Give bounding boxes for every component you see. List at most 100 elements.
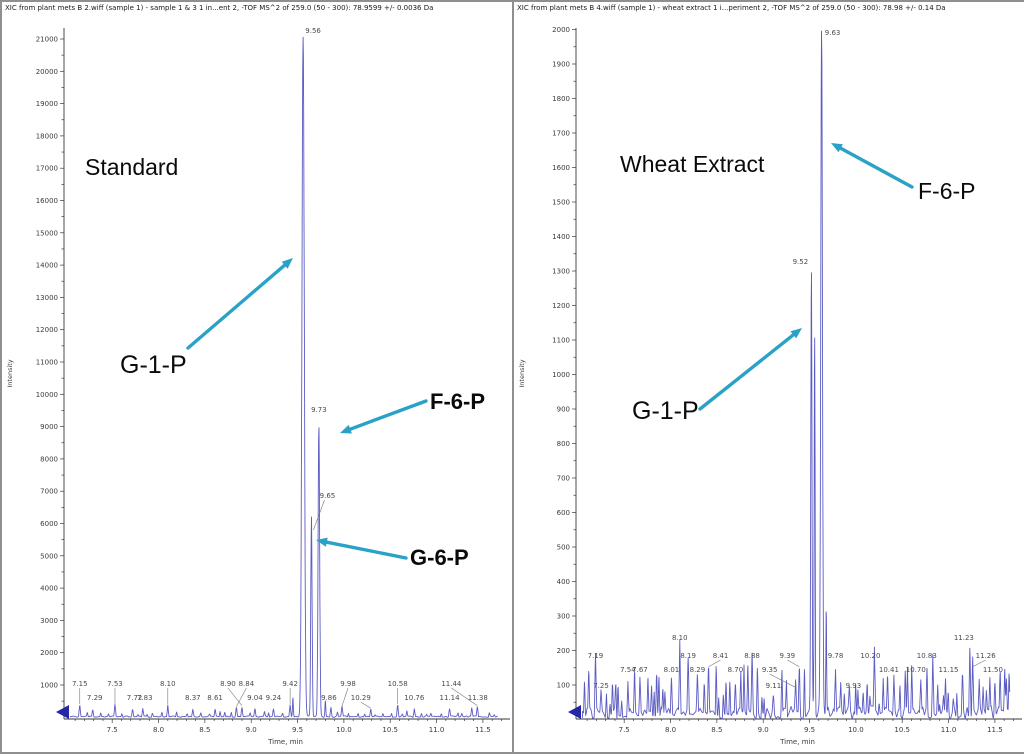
peak-retention-time-label: 7.15 — [72, 680, 88, 688]
major-peak-retention-time-label: 9.73 — [311, 406, 327, 414]
peak-retention-time-label: 10.20 — [860, 652, 880, 660]
peak-retention-time-label: 9.35 — [762, 666, 778, 674]
peak-retention-time-label: 9.98 — [340, 680, 356, 688]
y-tick-label: 16000 — [36, 197, 58, 205]
peak-retention-time-label: 11.38 — [468, 694, 488, 702]
peak-retention-time-label: 10.70 — [906, 666, 926, 674]
peak-label-leader-line — [708, 659, 721, 668]
y-tick-label: 1000 — [552, 371, 570, 379]
peak-label-leader-line — [313, 499, 325, 531]
y-axis-title: Intensity — [6, 359, 14, 387]
peak-retention-time-label: 9.24 — [266, 694, 282, 702]
annotation-arrowhead — [831, 143, 843, 153]
y-tick-label: 600 — [557, 509, 570, 517]
y-tick-label: 1500 — [552, 199, 570, 207]
y-tick-label: 19000 — [36, 100, 58, 108]
annotation-arrowhead — [790, 328, 802, 339]
y-tick-label: 1100 — [552, 337, 570, 345]
peak-label-leader-line — [451, 687, 478, 706]
y-tick-label: 12000 — [36, 326, 58, 334]
x-axis-title: Time, min — [267, 738, 303, 746]
peak-retention-time-label: 8.41 — [713, 652, 729, 660]
peak-retention-time-label: 10.58 — [388, 680, 408, 688]
peak-retention-time-label: 8.90 — [220, 680, 236, 688]
peak-labels: 7.15 7.29 7.53 7.727.83 8.10 8.37 8.61 8.90 8.84… — [72, 27, 488, 709]
peak-retention-time-label: 9.86 — [321, 694, 337, 702]
peak-label-leader-line — [769, 673, 796, 688]
chromatogram-chart-wheat-extract: 100 200 300 400 500 600 700 800 900 1000 1100 1200 1… — [518, 26, 1022, 746]
x-tick-label: 10.0 — [336, 726, 352, 734]
peak-retention-time-label: 8.01 — [664, 666, 680, 674]
panel-title-standard: XIC from plant mets B 2.wiff (sample 1) … — [5, 4, 434, 12]
x-tick-label: 11.0 — [429, 726, 445, 734]
x-tick-label: 9.0 — [758, 726, 769, 734]
x-tick-label: 7.5 — [107, 726, 118, 734]
annotation-arrow-line — [186, 263, 287, 350]
chromatogram-chart-standard: 1000 2000 3000 4000 5000 6000 7000 8000 9000 1000… — [6, 27, 510, 746]
y-tick-label: 3000 — [40, 617, 58, 625]
panel-title-wheat-extract: XIC from plant mets B 4.wiff (sample 1) … — [517, 4, 946, 12]
y-tick-label: 11000 — [36, 359, 58, 367]
y-tick-label: 5000 — [40, 552, 58, 560]
peak-retention-time-label: 9.39 — [780, 652, 796, 660]
peak-retention-time-label: 9.78 — [828, 652, 844, 660]
tick-marks — [60, 38, 502, 723]
peak-retention-time-label: 11.44 — [441, 680, 462, 688]
annotation-label: F-6-P — [918, 178, 976, 204]
peak-retention-time-label: 11.23 — [954, 634, 974, 642]
x-tick-label: 10.5 — [382, 726, 398, 734]
y-tick-label: 300 — [557, 613, 570, 621]
peak-retention-time-label: 10.29 — [351, 694, 371, 702]
y-tick-label: 1200 — [552, 302, 570, 310]
y-tick-label: 800 — [557, 440, 570, 448]
peak-retention-time-label: 11.50 — [983, 666, 1003, 674]
y-tick-label: 2000 — [552, 26, 570, 34]
annotations: Standard G-1-P F-6-P G-6-P — [85, 154, 485, 570]
chromatogram-panel-standard: XIC from plant mets B 2.wiff (sample 1) … — [2, 2, 512, 752]
x-tick-label: 9.0 — [246, 726, 257, 734]
chromatogram-trace — [70, 36, 498, 718]
annotation-arrowhead — [340, 424, 352, 434]
tick-labels: 100 200 300 400 500 600 700 800 900 1000 1100 1200 1… — [552, 26, 1003, 734]
x-tick-label: 11.0 — [941, 726, 957, 734]
y-tick-label: 9000 — [40, 423, 58, 431]
peak-label-leader-line — [972, 659, 986, 668]
annotation-label: G-6-P — [410, 545, 469, 570]
y-axis-title: Intensity — [518, 359, 526, 387]
peak-retention-time-label: 11.15 — [938, 666, 958, 674]
origin-marker-icon — [568, 705, 581, 719]
peak-label-leader-line — [360, 701, 371, 709]
y-tick-label: 1300 — [552, 268, 570, 276]
major-peak-retention-time-label: 9.63 — [825, 29, 841, 37]
y-tick-label: 900 — [557, 406, 570, 414]
peak-retention-time-label: 7.67 — [632, 666, 648, 674]
peak-retention-time-label: 7.72 — [127, 694, 143, 702]
peak-retention-time-label: 8.61 — [207, 694, 223, 702]
major-peak-retention-time-label: 9.56 — [305, 27, 321, 35]
peak-retention-time-label: 8.19 — [680, 652, 696, 660]
y-tick-label: 15000 — [36, 229, 58, 237]
y-tick-label: 2000 — [40, 649, 58, 657]
y-tick-label: 20000 — [36, 68, 58, 76]
peak-label-leader-line — [227, 687, 243, 706]
x-tick-label: 8.0 — [153, 726, 164, 734]
annotation-arrowhead — [281, 258, 293, 269]
peak-retention-time-label: 7.54 — [620, 666, 636, 674]
major-peak-retention-time-label: 9.52 — [793, 258, 809, 266]
origin-marker-icon — [56, 705, 69, 719]
y-tick-label: 6000 — [40, 520, 58, 528]
peak-retention-time-label: 7.19 — [588, 652, 604, 660]
chromatogram-trace — [582, 30, 1011, 720]
x-tick-label: 8.5 — [199, 726, 210, 734]
tick-marks — [572, 29, 1014, 723]
x-tick-label: 9.5 — [292, 726, 303, 734]
y-tick-label: 700 — [557, 475, 570, 483]
annotation-arrow-line — [698, 333, 796, 411]
major-peak-retention-time-label: 9.65 — [320, 492, 336, 500]
peak-retention-time-label: 9.11 — [766, 682, 782, 690]
annotation-label: G-1-P — [632, 397, 699, 425]
y-tick-label: 1600 — [552, 164, 570, 172]
tick-labels: 1000 2000 3000 4000 5000 6000 7000 8000 9000 1000… — [36, 36, 491, 735]
y-tick-label: 10000 — [36, 391, 58, 399]
y-tick-label: 100 — [557, 682, 570, 690]
